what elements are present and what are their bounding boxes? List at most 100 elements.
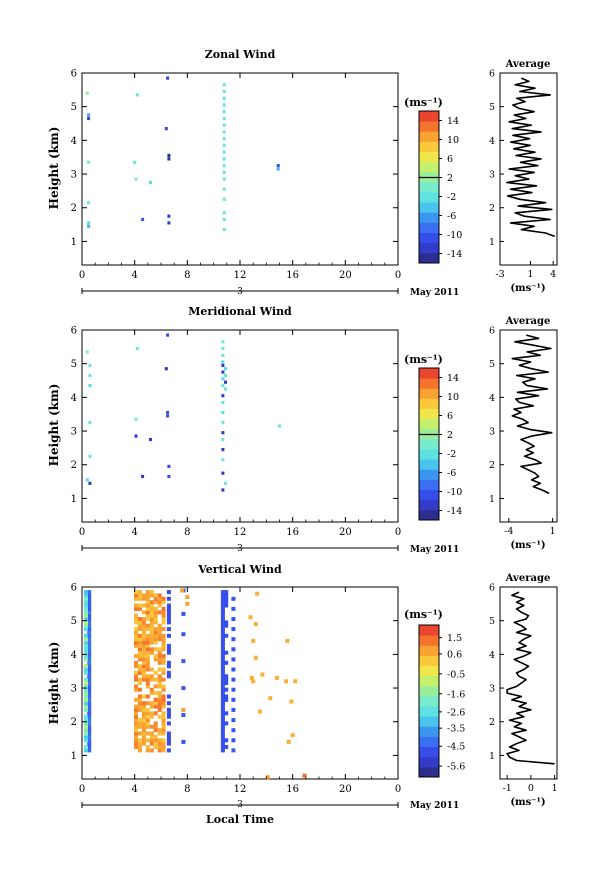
colorbar-band [419,161,439,173]
wind-cell [161,620,166,625]
wind-cell [84,707,88,712]
wind-cell [137,596,142,601]
wind-cell [220,701,225,706]
wind-cell [161,610,166,615]
wind-cell [161,704,166,709]
colorbar-frame [418,367,440,521]
colorbar-band [419,459,439,470]
wind-cell [87,657,92,662]
wind-cell [220,660,225,665]
wind-cell [145,590,150,595]
colorbar-band [419,509,439,521]
y-tick-label: 4 [71,393,77,404]
profile-y-tick-label: 1 [489,494,495,505]
wind-cell [87,697,92,702]
profile-y-tick-label: 4 [489,393,495,404]
wind-cell [84,623,88,628]
wind-cell [134,721,138,726]
x-tick-label: 4 [131,784,137,795]
wind-cell [153,711,158,716]
wind-cell [137,650,142,655]
x-tick-label: 0 [395,270,401,281]
wind-cell [145,684,150,689]
wind-cell [137,657,142,662]
wind-cell [220,630,225,635]
colorbar-band [419,131,439,142]
wind-cell [220,650,225,655]
wind-cell [231,617,236,621]
wind-cell [220,707,225,712]
profile-x-tick-label: -3 [495,269,504,280]
wind-cell [84,593,88,598]
wind-cell [149,687,154,692]
wind-cell [87,610,92,615]
wind-cell [141,217,145,222]
wind-cell [87,116,91,121]
wind-cell [161,711,166,716]
wind-cell [134,724,138,729]
profile-y-tick-label: 4 [489,650,495,661]
wind-cell [167,153,171,158]
wind-cell [149,667,154,672]
wind-cell [231,707,236,712]
wind-cell [153,610,158,615]
wind-cell [157,610,162,615]
wind-cell [161,643,166,648]
wind-cell [149,603,154,608]
wind-cell [161,640,166,645]
wind-cell [224,620,229,625]
wind-cell [161,667,166,672]
wind-cell [161,748,166,753]
colorbar-band [419,746,439,758]
y-tick-label: 5 [71,102,77,113]
wind-cell [149,711,154,716]
wind-cell [161,596,166,601]
wind-cell [153,691,158,696]
vertical-profile-frame [499,586,558,780]
wind-cell [224,367,227,371]
wind-cell [149,647,154,652]
wind-cell [221,458,225,462]
wind-cell [222,110,226,114]
wind-cell [222,103,226,107]
wind-cell [222,137,226,141]
colorbar-band [419,685,439,697]
wind-cell [157,684,162,689]
wind-cell [222,157,226,161]
wind-cell [161,697,166,702]
y-tick-label: 1 [71,751,77,762]
wind-cell [134,606,138,611]
wind-cell [265,775,270,780]
wind-cell [134,707,138,712]
wind-cell [166,410,170,415]
colorbar-band [419,232,439,244]
wind-cell [222,96,226,100]
wind-cell [134,633,138,638]
colorbar-band [419,368,439,379]
wind-cell [161,677,166,682]
wind-cell [166,610,171,615]
wind-cell [153,677,158,682]
y-tick-label: 1 [71,237,77,248]
wind-cell [87,640,92,645]
wind-cell [84,701,88,706]
wind-cell [137,694,142,699]
wind-cell [231,677,236,682]
wind-cell [149,741,154,746]
wind-cell [220,633,225,638]
wind-cell [220,738,225,743]
wind-cell [141,596,146,601]
colorbar-tick-label: -14 [447,249,462,260]
wind-cell [157,728,162,733]
wind-cell [149,714,154,719]
wind-cell [145,596,150,601]
wind-cell [87,681,92,685]
wind-cell [87,160,91,164]
wind-cell [145,721,150,726]
wind-cell [145,731,150,736]
colorbar-band [419,726,439,737]
wind-cell [141,667,146,672]
wind-cell [87,113,91,117]
wind-cell [137,721,142,726]
